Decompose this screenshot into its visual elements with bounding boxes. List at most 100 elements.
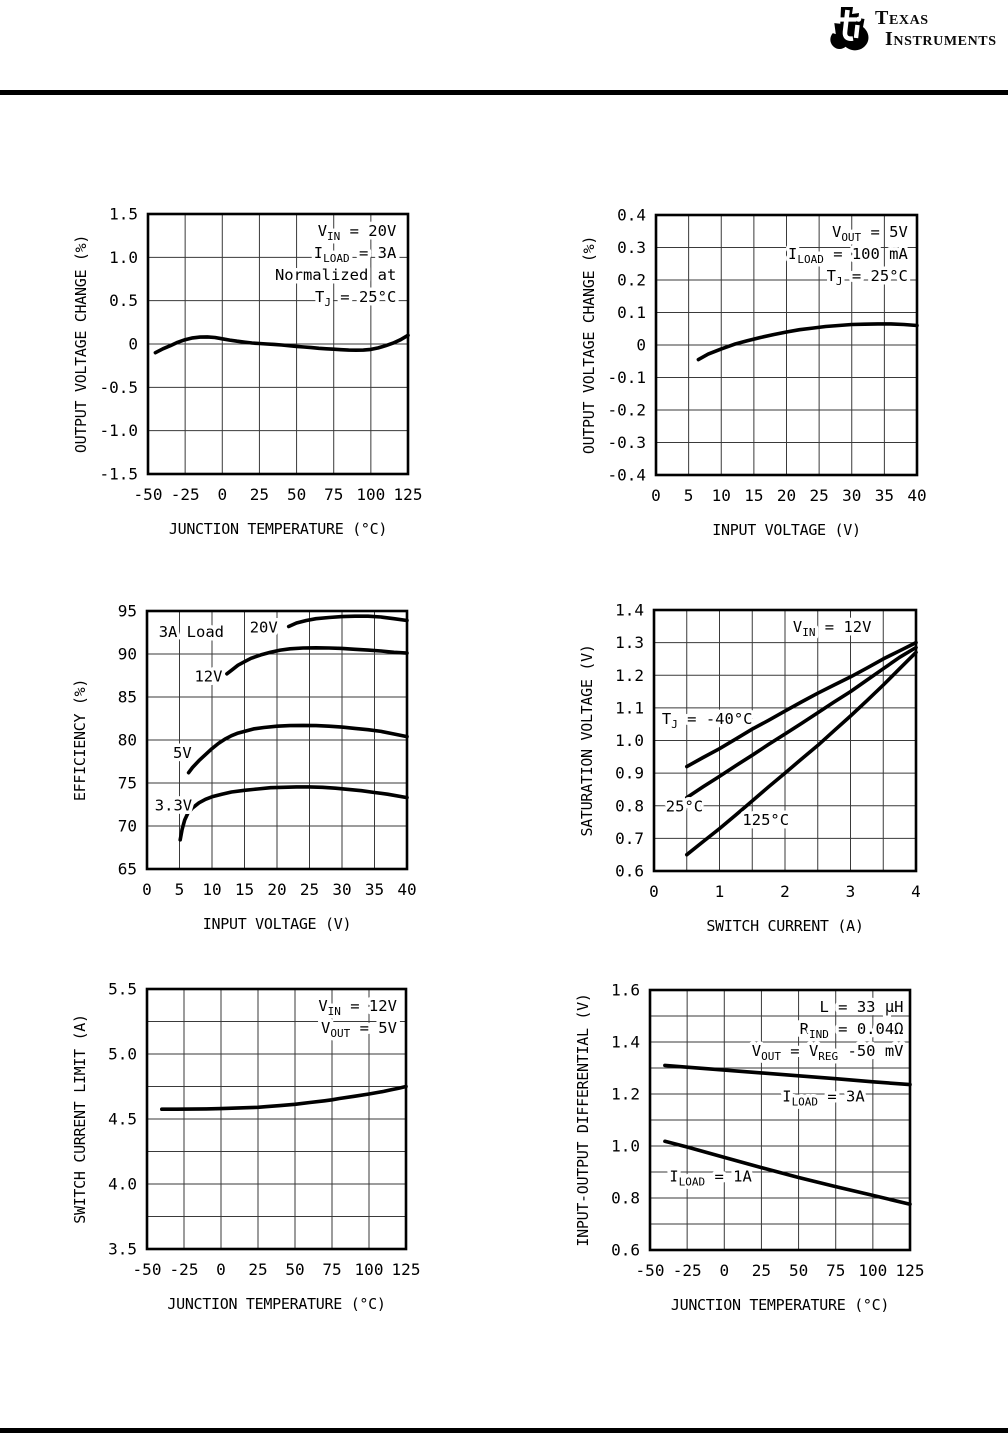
texas-instruments-emblem-icon (830, 7, 869, 51)
y-tick-label: 95 (118, 602, 137, 621)
y-tick-label: 1.2 (615, 666, 644, 685)
y-tick-label: 1.3 (615, 633, 644, 652)
curves (160, 1084, 408, 1111)
curve-label: 12V (194, 668, 222, 686)
y-tick-label: 0.6 (611, 1241, 640, 1260)
y-tick-label: 90 (118, 645, 137, 664)
x-axis-title: JUNCTION TEMPERATURE (°C) (167, 1295, 385, 1313)
y-tick-label: -1.5 (99, 465, 138, 484)
x-tick-label: 10 (712, 486, 731, 505)
condition-annotation: VIN = 20V (318, 222, 397, 243)
x-tick-label: 25 (809, 486, 828, 505)
x-tick-label: 0 (651, 486, 661, 505)
y-tick-label: 1.5 (109, 205, 138, 224)
x-axis-title: INPUT VOLTAGE (V) (712, 521, 860, 539)
x-tick-label: 100 (355, 1260, 384, 1279)
x-tick-label: 35 (875, 486, 894, 505)
curve-iload-1a (663, 1139, 912, 1206)
y-tick-label: -1.0 (99, 421, 138, 440)
curve-5v (186, 723, 409, 775)
brand-wordmark: TEXAS INSTRUMENTS (875, 4, 997, 49)
curve-iload-3a (663, 1063, 912, 1087)
chart-svg-saturation-voltage-vs-switch-current: 0 1 2 3 4 1.4 1.3 1.2 1.1 1.0 0.9 0.8 0.7 0.6 SWITCH C… (578, 601, 921, 936)
grid (147, 611, 407, 869)
footer-rule (0, 1428, 1008, 1433)
curve-label: ILOAD = 1A (669, 1167, 752, 1188)
chart-saturation-voltage-vs-switch-current: 0 1 2 3 4 1.4 1.3 1.2 1.1 1.0 0.9 0.8 0.7 0.6 SWITCH C… (559, 582, 936, 955)
y-tick-label: 0.3 (617, 238, 646, 257)
y-tick-label: 1.0 (611, 1137, 640, 1156)
plot-frame (146, 212, 410, 476)
brand-line-instruments: INSTRUMENTS (885, 28, 997, 50)
y-tick-label: -0.3 (607, 433, 646, 452)
y-tick-label: 0.2 (617, 271, 646, 290)
y-axis-title: INPUT-OUTPUT DIFFERENTIAL (V) (574, 993, 592, 1246)
tick-labels: 0 5 10 15 20 25 30 35 40 0.4 0.3 0.2 0.1 0 -0.1 -0.2 -0.… (607, 206, 926, 506)
y-tick-label: 0.8 (615, 796, 644, 815)
x-tick-label: -25 (673, 1261, 702, 1280)
condition-annotation: TJ = 25°C (315, 288, 396, 309)
y-tick-label: 3.5 (108, 1240, 137, 1259)
condition-annotation: Normalized at (275, 266, 396, 284)
chart-efficiency-vs-input-voltage: 0 5 10 15 20 25 30 35 40 95 90 85 80 75 70 65 INPUT VOLT… (52, 583, 427, 953)
x-tick-label: 10 (202, 880, 221, 899)
x-tick-label: 50 (287, 485, 306, 504)
condition-annotation: ILOAD = 100 mA (788, 245, 908, 266)
y-tick-label: 1.1 (615, 698, 644, 717)
y-axis-title: SATURATION VOLTAGE (V) (578, 644, 596, 836)
plot-frame (648, 988, 912, 1252)
tick-labels: 0 5 10 15 20 25 30 35 40 95 90 85 80 75 70 65 (118, 602, 417, 900)
x-axis-title: JUNCTION TEMPERATURE (°C) (169, 520, 387, 538)
y-tick-label: 1.6 (611, 981, 640, 1000)
y-tick-label: 0.1 (617, 303, 646, 322)
grid (654, 610, 916, 871)
curve-12v (225, 646, 409, 676)
plot-frame (145, 609, 409, 871)
chart-svg-input-output-differential-vs-junction-temperature: -50 -25 0 25 50 75 100 125 1.6 1.4 1.2 1.0 0.8 0.6 JUN… (574, 981, 924, 1315)
x-tick-label: 50 (285, 1260, 304, 1279)
y-axis-title: EFFICIENCY (%) (71, 679, 89, 801)
curve-output-voltage-change (696, 322, 919, 362)
y-tick-label: -0.5 (99, 378, 138, 397)
y-tick-label: 0.9 (615, 764, 644, 783)
x-tick-label: 5 (175, 880, 185, 899)
y-tick-label: 5.5 (108, 980, 137, 999)
x-tick-label: 125 (394, 485, 423, 504)
y-tick-label: 4.0 (108, 1175, 137, 1194)
y-tick-label: 1.0 (109, 248, 138, 267)
condition-annotation: L = 33 μH (820, 998, 904, 1016)
x-tick-label: 40 (397, 880, 416, 899)
curve-label: TJ = -40°C (662, 710, 753, 731)
y-tick-label: 0 (636, 336, 646, 355)
x-tick-label: 3 (846, 882, 856, 901)
y-axis-title: OUTPUT VOLTAGE CHANGE (%) (580, 236, 598, 454)
curve-tj-25-c (685, 645, 918, 800)
x-tick-label: 0 (216, 1260, 226, 1279)
x-tick-label: 25 (248, 1260, 267, 1279)
x-tick-label: 5 (684, 486, 694, 505)
curve-label: 3.3V (155, 797, 192, 815)
curve-label: 3A Load (159, 623, 224, 641)
grid (650, 990, 910, 1250)
x-tick-label: 50 (789, 1261, 808, 1280)
condition-annotation: VIN = 12V (793, 618, 872, 639)
x-tick-label: 125 (392, 1260, 421, 1279)
x-tick-label: 35 (365, 880, 384, 899)
y-tick-label: 1.4 (615, 601, 644, 620)
curves (696, 322, 919, 362)
x-tick-label: 25 (250, 485, 269, 504)
x-axis-title: SWITCH CURRENT (A) (706, 917, 863, 935)
y-tick-label: 75 (118, 774, 137, 793)
condition-annotation: VOUT = 5V (832, 223, 908, 244)
chart-input-output-differential-vs-junction-temperature: -50 -25 0 25 50 75 100 125 1.6 1.4 1.2 1.0 0.8 0.6 JUN… (555, 962, 930, 1334)
curve-tj-125-c (685, 650, 918, 857)
condition-annotation: ILOAD = 3A (314, 244, 397, 265)
y-tick-label: 0.7 (615, 829, 644, 848)
y-tick-label: 5.0 (108, 1045, 137, 1064)
grid (656, 215, 917, 475)
x-tick-label: 15 (744, 486, 763, 505)
y-tick-label: 1.0 (615, 731, 644, 750)
tick-labels: -50 -25 0 25 50 75 100 125 5.5 5.0 4.5 4.0 3.5 (108, 980, 420, 1280)
y-tick-label: 0.8 (611, 1189, 640, 1208)
curve-output-voltage-change (153, 333, 410, 355)
